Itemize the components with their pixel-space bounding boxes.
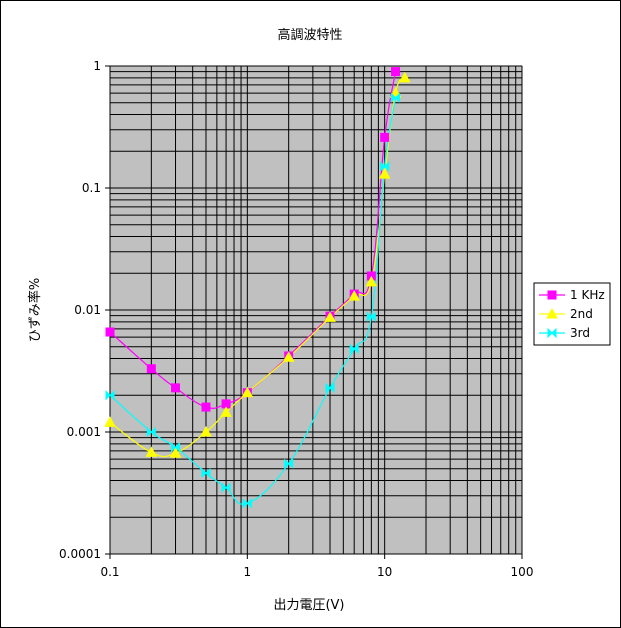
data-point-series-3 <box>325 382 335 394</box>
data-point-series-2 <box>378 168 391 179</box>
legend: 1 KHz 2nd 3rd <box>533 282 611 346</box>
y-tick-labels: 0.0001 0.001 0.01 0.1 1 <box>59 59 110 561</box>
data-point-series-1 <box>105 327 115 337</box>
data-point-series-1 <box>146 364 156 374</box>
data-point-series-3 <box>366 311 376 322</box>
axes <box>109 65 523 555</box>
legend-marker-3 <box>547 327 557 339</box>
data-point-series-1 <box>391 67 401 77</box>
data-point-series-2 <box>145 446 158 457</box>
x-tick-label: 1 <box>244 565 252 579</box>
legend-label-2: 2nd <box>570 307 593 321</box>
data-point-series-2 <box>200 425 212 437</box>
data-point-series-3 <box>391 92 401 103</box>
data-point-series-2 <box>104 416 116 427</box>
data-point-series-2 <box>348 290 361 301</box>
legend-items: 1 KHz 2nd 3rd <box>539 288 605 340</box>
legend-marker-2 <box>546 307 558 319</box>
y-tick-label: 0.01 <box>74 303 101 317</box>
legend-label-3: 3rd <box>570 326 590 340</box>
data-point-series-3 <box>171 442 181 453</box>
data-point-series-3 <box>349 343 359 355</box>
x-axis-title: 出力電圧(V) <box>273 598 344 613</box>
data-point-series-2 <box>282 351 295 362</box>
data-point-series-2 <box>398 71 411 83</box>
x-tick-label: 100 <box>511 565 534 579</box>
data-point-series-2 <box>241 386 254 398</box>
y-tick-label: 0.001 <box>67 425 101 439</box>
data-point-series-2 <box>365 275 378 287</box>
data-point-series-2 <box>324 311 336 322</box>
data-point-series-3 <box>380 161 390 172</box>
data-point-series-2 <box>169 447 182 458</box>
chart-title: 高調波特性 <box>277 27 342 43</box>
data-point-series-3 <box>242 498 252 509</box>
data-point-series-3 <box>105 390 115 401</box>
data-point-series-3 <box>201 467 211 479</box>
y-axis-title: ひずみ率% <box>27 278 43 342</box>
x-tick-labels: 0.1 1 10 100 <box>100 554 533 579</box>
data-point-series-3 <box>284 458 294 469</box>
series-markers <box>104 67 411 509</box>
y-tick-label: 0.1 <box>82 181 101 195</box>
x-tick-label: 10 <box>377 565 392 579</box>
data-point-series-1 <box>201 402 211 412</box>
y-tick-label: 0.0001 <box>59 547 101 561</box>
data-point-series-3 <box>221 482 231 493</box>
x-tick-label: 0.1 <box>100 565 119 579</box>
legend-label-1: 1 KHz <box>570 288 605 302</box>
data-point-series-2 <box>220 406 232 417</box>
data-point-series-1 <box>171 383 181 393</box>
legend-marker-1 <box>547 290 557 300</box>
data-point-series-1 <box>380 132 390 142</box>
data-point-series-3 <box>146 426 156 438</box>
y-tick-label: 1 <box>93 59 101 73</box>
